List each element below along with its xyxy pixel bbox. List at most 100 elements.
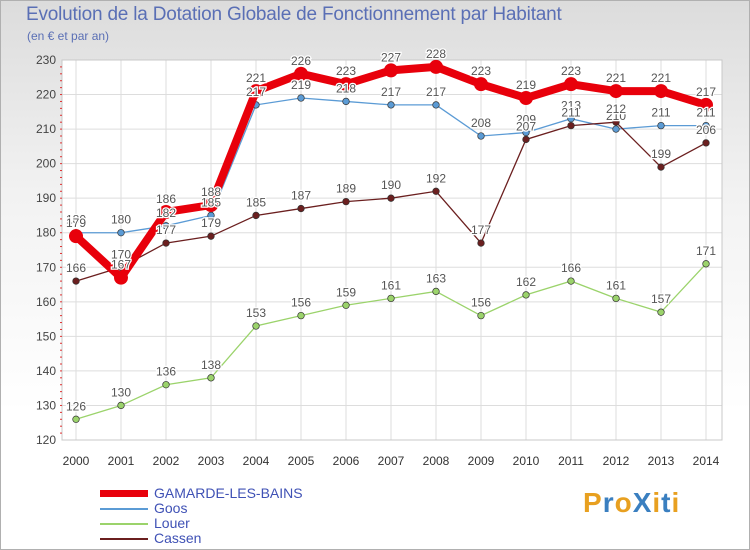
point-gamarde-les-bains [159,205,173,219]
data-label-louer: 130 [111,385,131,399]
x-tick-label: 2004 [243,454,270,468]
x-tick-label: 2014 [693,454,720,468]
data-label-cassen: 166 [66,261,86,275]
point-louer [207,374,215,382]
point-gamarde-les-bains [654,84,668,99]
proxiti-logo: ProXiti [583,487,680,519]
axis-layer: 120 130 140 150 160 170 180 190 200 210 220 230 2000… [36,53,720,468]
x-tick-label: 2000 [63,454,90,468]
data-label-gamarde-les-bains: 223 [336,64,356,78]
data-label-cassen: 179 [201,216,221,230]
data-label-goos: 219 [291,78,311,92]
point-cassen [567,121,575,130]
y-tick-label: 180 [36,226,56,240]
legend-swatch [100,537,148,540]
data-label-goos: 217 [381,85,401,99]
data-label-louer: 166 [561,261,581,275]
data-label-gamarde-les-bains: 227 [381,50,401,64]
legend-swatch [100,507,148,510]
y-tick-label: 160 [36,295,56,309]
point-goos [432,101,440,109]
point-goos [387,101,395,109]
data-label-louer: 156 [291,296,311,310]
legend-label: Goos [154,500,188,516]
y-tick-label: 230 [36,53,56,67]
logo-letter: X [632,487,653,518]
point-louer [522,291,530,299]
data-label-louer: 171 [696,244,716,258]
data-label-goos: 213 [561,99,581,113]
point-cassen [342,197,350,206]
point-cassen [252,211,260,220]
point-gamarde-les-bains [564,77,578,92]
data-label-goos: 209 [516,113,536,127]
y-tick-label: 220 [36,88,56,102]
point-goos [702,121,710,130]
legend: GAMARDE-LES-BAINS Goos Louer Cassen [100,486,303,546]
data-label-cassen: 185 [246,195,266,209]
data-label-goos: 211 [696,106,715,120]
x-tick-label: 2013 [648,454,675,468]
y-tick-label: 150 [36,329,56,343]
data-label-gamarde-les-bains: 217 [696,85,716,99]
data-label-louer: 126 [66,399,86,413]
point-cassen [522,135,530,144]
point-gamarde-les-bains [519,91,533,105]
data-label-goos: 208 [471,116,491,130]
point-louer [702,260,710,268]
point-louer [612,294,620,303]
data-label-gamarde-les-bains: 228 [426,47,446,61]
legend-item-cassen: Cassen [100,531,303,546]
data-label-gamarde-les-bains: 221 [651,71,671,85]
point-gamarde-les-bains [294,66,308,81]
point-cassen [297,204,305,213]
point-gamarde-les-bains [429,59,443,74]
legend-label: Louer [154,515,190,531]
point-louer [387,294,395,303]
legend-swatch [100,490,148,497]
point-gamarde-les-bains [69,229,83,244]
plot-background [62,60,722,440]
logo-letter: P [583,487,603,518]
data-label-cassen: 199 [651,147,671,161]
x-tick-label: 2006 [333,454,360,468]
point-cassen [162,239,170,247]
data-label-louer: 163 [426,271,446,285]
legend-label: Cassen [154,530,202,546]
data-label-cassen: 212 [606,102,626,116]
data-label-cassen: 170 [111,247,131,261]
logo-letter: i [652,487,662,518]
x-tick-label: 2003 [198,454,225,468]
logo-letter: i [671,487,681,518]
chart-subtitle: (en € et par an) [27,29,110,43]
point-louer [432,287,440,296]
point-louer [117,401,125,410]
point-cassen [612,118,620,126]
point-goos [612,125,620,133]
data-label-goos: 218 [336,81,356,95]
data-label-goos: 217 [246,85,266,99]
series-layer [69,59,713,423]
point-louer [162,381,170,389]
point-cassen [657,163,665,171]
data-label-gamarde-les-bains: 188 [201,185,221,199]
x-tick-label: 2012 [603,454,630,468]
logo-letter: r [602,487,615,518]
data-label-goos: 180 [111,213,131,227]
y-tick-label: 210 [36,122,56,136]
data-label-cassen: 189 [336,182,356,196]
data-label-louer: 161 [381,278,401,292]
data-label-goos: 180 [66,213,86,227]
data-label-louer: 153 [246,306,266,320]
point-louer [252,322,260,330]
data-label-cassen: 207 [516,119,536,133]
y-tick-label: 190 [36,191,56,205]
data-label-gamarde-les-bains: 223 [561,64,581,78]
x-tick-label: 2002 [153,454,180,468]
point-gamarde-les-bains [699,97,713,112]
data-label-louer: 138 [201,358,221,372]
point-louer [477,311,485,320]
data-label-cassen: 177 [156,223,176,237]
